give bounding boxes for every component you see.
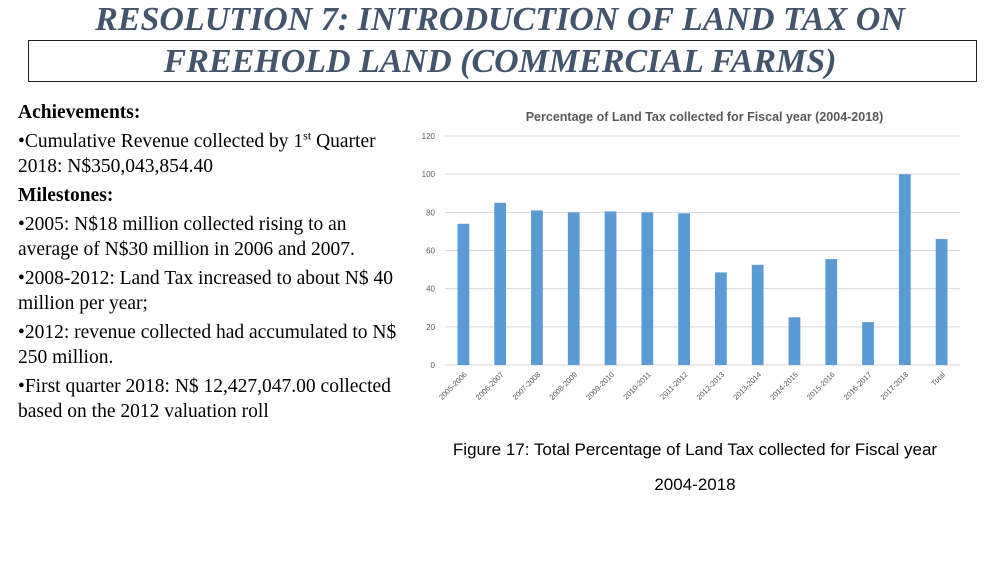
bar	[862, 322, 874, 365]
bar	[935, 239, 948, 365]
slide-title-line-1: RESOLUTION 7: INTRODUCTION OF LAND TAX O…	[95, 1, 905, 38]
x-tick-label: 2007-2008	[511, 370, 543, 402]
x-tick-label: 2015-2016	[805, 370, 837, 402]
x-tick-label: 2011-2012	[658, 370, 689, 401]
y-tick-label: 120	[422, 132, 436, 141]
title-box	[28, 40, 977, 82]
bar	[567, 212, 580, 365]
x-tick-label: 2014-2015	[768, 370, 800, 402]
bar	[898, 174, 911, 365]
achievement-text-pre: •Cumulative Revenue collected by 1	[18, 131, 304, 152]
x-tick-label: Total	[929, 370, 947, 388]
milestone-item: •2005: N$18 million collected rising to …	[18, 214, 355, 260]
bar	[604, 211, 617, 365]
bar	[641, 212, 654, 365]
y-tick-label: 80	[426, 208, 435, 217]
bar	[531, 210, 543, 365]
y-tick-label: 100	[422, 170, 436, 179]
achievement-superscript: st	[303, 128, 312, 143]
x-tick-label: 2012-2013	[695, 370, 727, 402]
y-tick-label: 0	[431, 361, 436, 370]
x-tick-label: 2010-2011	[621, 370, 652, 401]
achievement-item: •Cumulative Revenue collected by 1st Qua…	[18, 129, 403, 179]
bar	[678, 213, 690, 365]
achievement-text-post: Quarter 2018: N$350,043,854.40	[18, 131, 376, 177]
chart-title: Percentage of Land Tax collected for Fis…	[526, 110, 884, 124]
milestone-item: •First quarter 2018: N$ 12,427,047.00 co…	[18, 376, 391, 422]
bar	[494, 202, 507, 365]
slide-title-line-2: FREEHOLD LAND (COMMERCIAL FARMS)	[163, 43, 837, 80]
x-tick-label: 2009-2010	[584, 370, 616, 402]
y-tick-label: 60	[426, 247, 435, 256]
left-text-panel: Achievements: •Cumulative Revenue collec…	[18, 100, 403, 428]
y-tick-label: 40	[426, 285, 435, 294]
bar-chart: Percentage of Land Tax collected for Fis…	[422, 110, 960, 402]
bar	[751, 264, 764, 365]
x-tick-label: 2005-2006	[437, 370, 469, 402]
x-tick-label: 2016-2017	[842, 370, 874, 402]
x-tick-label: 2008-2009	[547, 370, 579, 402]
achievements-heading: Achievements:	[18, 102, 141, 123]
figure-caption-line-2: 2004-2018	[654, 475, 736, 494]
x-tick-label: 2017-2018	[879, 370, 911, 402]
bar	[788, 317, 801, 365]
x-tick-label: 2013-2014	[731, 370, 763, 402]
bar	[457, 223, 470, 365]
milestone-item: •2012: revenue collected had accumulated…	[18, 322, 397, 368]
milestones-heading: Milestones:	[18, 185, 114, 206]
figure-caption-line-1: Figure 17: Total Percentage of Land Tax …	[452, 440, 938, 459]
y-tick-label: 20	[426, 323, 435, 332]
bar	[715, 272, 727, 365]
milestone-item: •2008-2012: Land Tax increased to about …	[18, 268, 393, 314]
x-tick-label: 2006-2007	[474, 370, 506, 402]
bar	[825, 259, 838, 365]
